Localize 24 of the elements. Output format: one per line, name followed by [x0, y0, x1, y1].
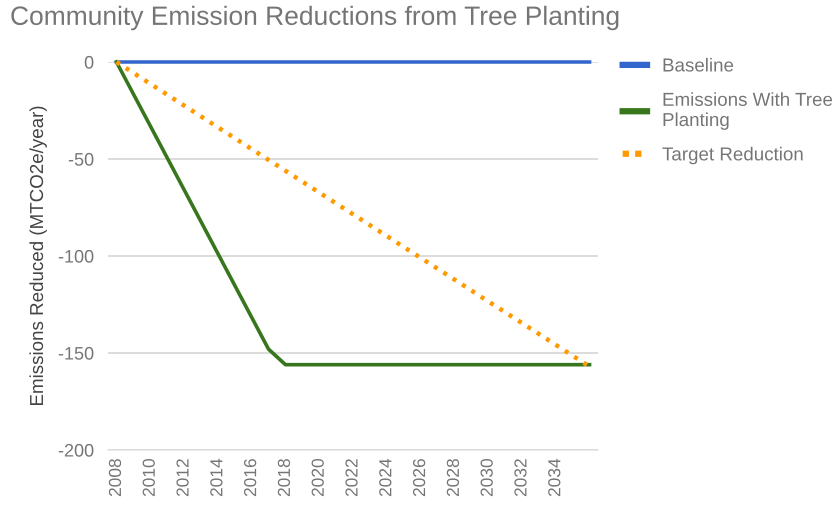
x-tick-label: 2022 [345, 459, 358, 496]
x-tick-label: 2034 [548, 458, 560, 496]
x-tick-label: 2028 [446, 459, 460, 496]
y-tick-label: -200 [58, 444, 94, 457]
chart-title: Community Emission Reductions from Tree Planting [11, 6, 618, 30]
x-tick-label: 2020 [312, 459, 324, 496]
legend-label: Baseline [664, 58, 734, 72]
x-tick-label: 2026 [412, 459, 426, 496]
y-tick-label: -150 [58, 346, 94, 360]
x-tick-label: 2024 [379, 458, 392, 496]
x-tick-label: 2032 [514, 459, 527, 496]
x-tick-label: 2008 [108, 459, 122, 496]
legend-label: Emissions With Tree Planting [664, 92, 832, 130]
y-tick-label: -100 [58, 250, 94, 263]
x-tick-label: 2012 [176, 459, 189, 496]
y-tick-label: 0 [84, 56, 94, 69]
x-tick-label: 2030 [480, 459, 493, 496]
y-tick-label: -50 [68, 152, 94, 166]
x-tick-label: 2010 [142, 459, 155, 496]
x-tick-label: 2014 [210, 458, 222, 496]
y-axis-title: Emissions Reduced (MTCO2e/year) [29, 106, 47, 406]
legend-label: Target Reduction [662, 146, 803, 164]
x-tick-label: 2016 [244, 459, 256, 496]
x-tick-label: 2018 [278, 459, 290, 496]
